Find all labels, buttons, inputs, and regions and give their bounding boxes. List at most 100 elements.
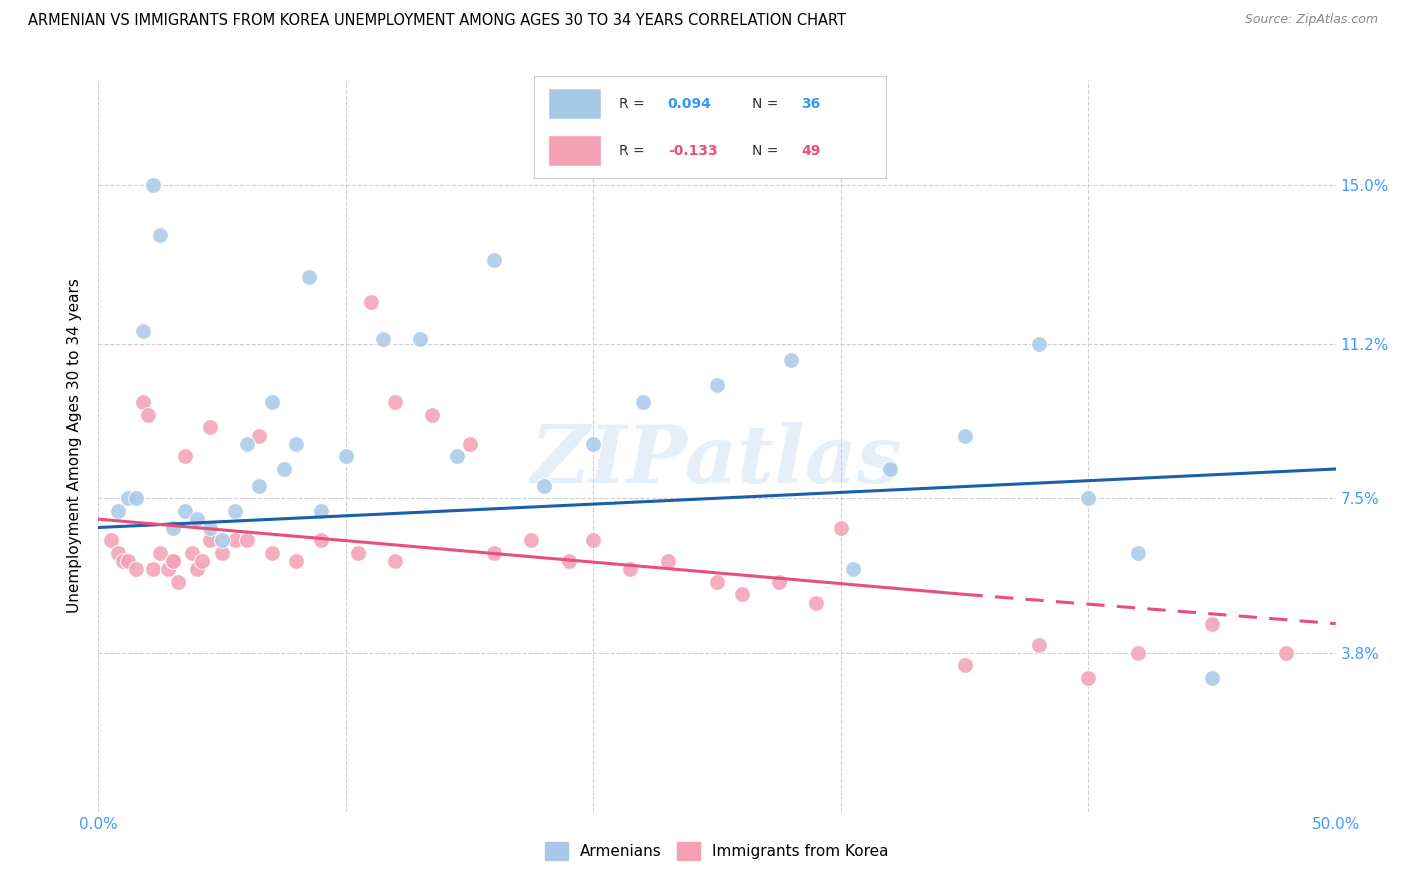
Point [347,545,370,559]
Point [224,533,246,547]
Point [657,554,679,568]
Point [409,333,432,347]
Point [132,395,155,409]
Text: R =: R = [619,144,648,158]
Point [1201,616,1223,631]
Point [768,574,790,589]
Text: 49: 49 [801,144,821,158]
Point [1201,671,1223,685]
Point [1028,638,1050,652]
Legend: Armenians, Immigrants from Korea: Armenians, Immigrants from Korea [538,836,896,866]
Point [335,450,357,464]
Text: -0.133: -0.133 [668,144,717,158]
Point [631,395,654,409]
Point [260,545,283,559]
Point [181,545,204,559]
Point [804,596,827,610]
Point [360,294,382,309]
Point [484,252,506,267]
Point [371,333,394,347]
Point [619,562,641,576]
Point [174,504,197,518]
Point [458,437,481,451]
Point [309,533,332,547]
Text: 36: 36 [801,96,821,111]
Point [211,533,233,547]
Text: ZIPatlas: ZIPatlas [531,422,903,500]
Point [247,428,270,442]
Point [842,562,865,576]
Point [706,378,728,392]
Point [879,462,901,476]
Point [236,533,259,547]
Point [107,545,129,559]
FancyBboxPatch shape [548,136,602,166]
Point [731,587,754,601]
Point [298,269,321,284]
Point [236,437,259,451]
Point [136,408,159,422]
Point [162,520,184,534]
Point [124,491,146,506]
Point [582,437,605,451]
Point [557,554,579,568]
Point [100,533,122,547]
Point [953,428,976,442]
Point [156,562,179,576]
Point [953,658,976,673]
Point [309,504,332,518]
Point [149,227,172,242]
Point [191,554,214,568]
Point [285,437,308,451]
Point [107,504,129,518]
Text: 0.094: 0.094 [668,96,711,111]
FancyBboxPatch shape [548,88,602,119]
Point [112,554,135,568]
Point [1275,646,1298,660]
Point [780,353,803,368]
Y-axis label: Unemployment Among Ages 30 to 34 years: Unemployment Among Ages 30 to 34 years [67,278,83,614]
Point [166,574,188,589]
Point [186,512,208,526]
Point [1126,545,1149,559]
Point [149,545,172,559]
Point [211,545,233,559]
Point [533,479,555,493]
Point [117,491,139,506]
Point [142,178,165,192]
Point [706,574,728,589]
Point [520,533,543,547]
Point [174,450,197,464]
Point [1028,336,1050,351]
Point [247,479,270,493]
Text: N =: N = [752,144,783,158]
Point [285,554,308,568]
Point [117,554,139,568]
Point [1126,646,1149,660]
Point [446,450,468,464]
Point [186,562,208,576]
Point [384,554,406,568]
Point [198,533,221,547]
Point [384,395,406,409]
Point [224,504,246,518]
Text: Source: ZipAtlas.com: Source: ZipAtlas.com [1244,13,1378,27]
Point [132,324,155,338]
Text: R =: R = [619,96,648,111]
Point [162,554,184,568]
Point [142,562,165,576]
Point [198,520,221,534]
Point [162,554,184,568]
Point [273,462,295,476]
Point [484,545,506,559]
Point [198,420,221,434]
Point [124,562,146,576]
Point [582,533,605,547]
Text: ARMENIAN VS IMMIGRANTS FROM KOREA UNEMPLOYMENT AMONG AGES 30 TO 34 YEARS CORRELA: ARMENIAN VS IMMIGRANTS FROM KOREA UNEMPL… [28,13,846,29]
Point [422,408,444,422]
Point [1077,671,1099,685]
Point [260,395,283,409]
Text: N =: N = [752,96,783,111]
Point [830,520,852,534]
Point [1077,491,1099,506]
